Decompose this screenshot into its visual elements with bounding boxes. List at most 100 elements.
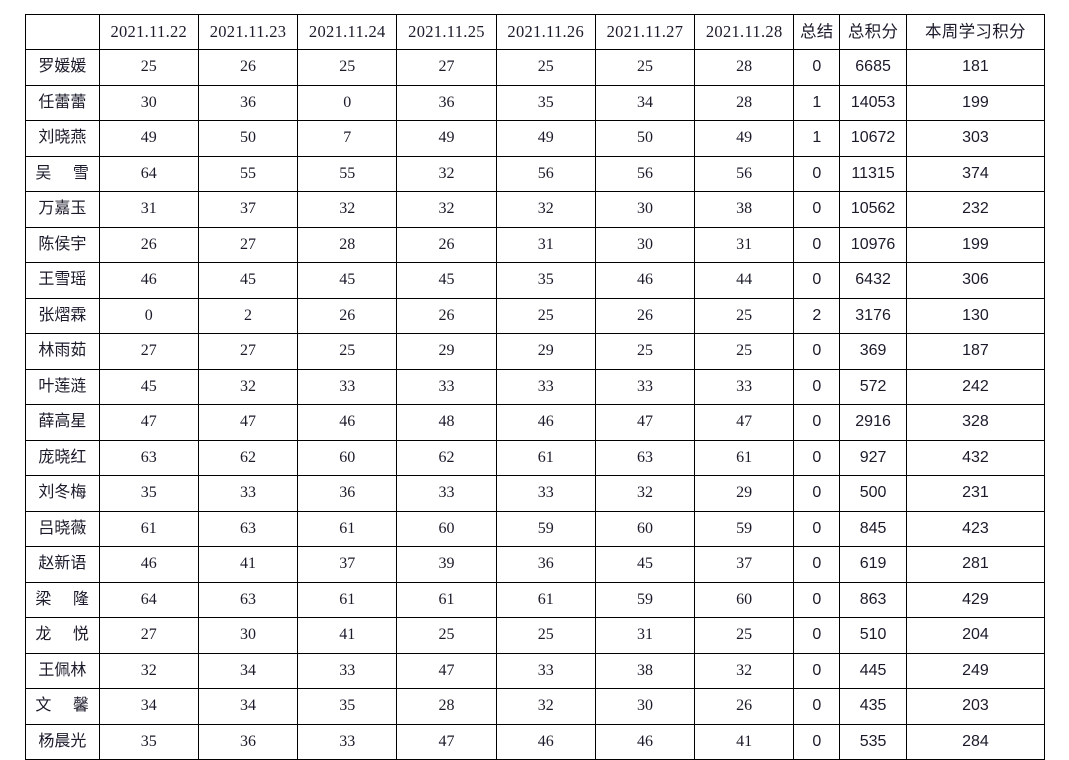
summary-cell: 1 xyxy=(793,84,841,121)
summary-cell: 2 xyxy=(793,297,841,334)
student-name-cell: 张熠霖 xyxy=(25,297,100,334)
daily-score-cell: 56 xyxy=(495,155,596,192)
student-name-cell: 龙悦 xyxy=(25,617,100,654)
header-cell-date-1: 2021.11.22 xyxy=(98,14,199,50)
week-points-cell: 249 xyxy=(905,652,1046,689)
daily-score-cell: 37 xyxy=(197,191,299,228)
student-name-cell: 文馨 xyxy=(25,688,100,725)
daily-score-cell: 32 xyxy=(694,652,795,689)
header-cell-date-5: 2021.11.26 xyxy=(495,14,596,50)
student-name-cell: 赵新语 xyxy=(25,546,100,583)
summary-cell: 1 xyxy=(793,120,841,157)
daily-score-cell: 25 xyxy=(694,333,795,370)
daily-score-cell: 49 xyxy=(98,120,199,157)
daily-score-cell: 59 xyxy=(594,581,696,618)
summary-cell: 0 xyxy=(793,155,841,192)
total-points-cell: 500 xyxy=(839,475,907,512)
header-cell-date-7: 2021.11.28 xyxy=(694,14,795,50)
total-points-cell: 3176 xyxy=(839,297,907,334)
summary-cell: 0 xyxy=(793,581,841,618)
daily-score-cell: 26 xyxy=(694,688,795,725)
daily-score-cell: 26 xyxy=(396,226,497,263)
student-name-cell: 罗媛媛 xyxy=(25,49,100,86)
week-points-cell: 328 xyxy=(905,404,1046,441)
daily-score-cell: 32 xyxy=(396,155,497,192)
student-name-label: 王佩林 xyxy=(38,661,87,679)
daily-score-cell: 50 xyxy=(594,120,696,157)
daily-score-cell: 27 xyxy=(197,226,299,263)
daily-score-cell: 45 xyxy=(594,546,696,583)
student-name-label: 赵新语 xyxy=(38,555,87,572)
student-name-label: 龙悦 xyxy=(35,626,90,643)
daily-score-cell: 37 xyxy=(297,546,398,583)
week-points-cell: 303 xyxy=(905,120,1046,157)
daily-score-cell: 61 xyxy=(694,439,795,476)
student-name-label: 任蕾蕾 xyxy=(38,93,87,111)
week-points-cell: 306 xyxy=(905,262,1046,299)
header-cell-date-6: 2021.11.27 xyxy=(594,14,696,50)
daily-score-cell: 31 xyxy=(694,226,795,263)
daily-score-cell: 27 xyxy=(197,333,299,370)
daily-score-cell: 29 xyxy=(694,475,795,512)
daily-score-cell: 27 xyxy=(98,333,199,370)
daily-score-cell: 60 xyxy=(297,439,398,476)
table-row: 文馨 34 34 35 28 32 30 26 0 435 203 xyxy=(25,688,1046,725)
table-row: 杨晨光 35 36 33 47 46 46 41 0 535 284 xyxy=(25,723,1046,760)
daily-score-cell: 33 xyxy=(297,368,398,405)
table-row: 张熠霖 0 2 26 26 25 26 25 2 3176 130 xyxy=(25,297,1046,334)
student-name-label: 文馨 xyxy=(35,697,90,714)
total-points-cell: 14053 xyxy=(839,84,907,121)
header-cell-total-points: 总积分 xyxy=(839,14,907,50)
daily-score-cell: 33 xyxy=(495,475,596,512)
total-points-cell: 6685 xyxy=(839,49,907,86)
daily-score-cell: 33 xyxy=(297,723,398,760)
daily-score-cell: 60 xyxy=(694,581,795,618)
student-name-cell: 吕晓薇 xyxy=(25,510,100,547)
total-points-cell: 445 xyxy=(839,652,907,689)
daily-score-cell: 35 xyxy=(495,84,596,121)
header-cell-week-points: 本周学习积分 xyxy=(905,14,1046,50)
daily-score-cell: 30 xyxy=(98,84,199,121)
daily-score-cell: 28 xyxy=(694,84,795,121)
total-points-cell: 572 xyxy=(839,368,907,405)
daily-score-cell: 25 xyxy=(495,297,596,334)
daily-score-cell: 31 xyxy=(98,191,199,228)
week-points-cell: 199 xyxy=(905,84,1046,121)
daily-score-cell: 25 xyxy=(495,617,596,654)
week-points-cell: 181 xyxy=(905,49,1046,86)
daily-score-cell: 26 xyxy=(396,297,497,334)
total-points-cell: 435 xyxy=(839,688,907,725)
daily-score-cell: 28 xyxy=(396,688,497,725)
daily-score-cell: 45 xyxy=(297,262,398,299)
student-name-label: 吴雪 xyxy=(35,164,90,182)
attendance-score-table: 2021.11.22 2021.11.23 2021.11.24 2021.11… xyxy=(25,14,1046,760)
daily-score-cell: 28 xyxy=(694,49,795,86)
summary-cell: 0 xyxy=(793,404,841,441)
student-name-cell: 陈侯宇 xyxy=(25,226,100,263)
daily-score-cell: 25 xyxy=(594,49,696,86)
student-name-label: 吕晓薇 xyxy=(38,519,87,537)
summary-cell: 0 xyxy=(793,688,841,725)
header-cell-date-2: 2021.11.23 xyxy=(197,14,299,50)
week-points-cell: 281 xyxy=(905,546,1046,583)
daily-score-cell: 29 xyxy=(495,333,596,370)
daily-score-cell: 59 xyxy=(495,510,596,547)
student-name-cell: 王佩林 xyxy=(25,652,100,689)
daily-score-cell: 47 xyxy=(197,404,299,441)
daily-score-cell: 47 xyxy=(396,652,497,689)
table-row: 庞晓红 63 62 60 62 61 63 61 0 927 432 xyxy=(25,439,1046,476)
table-row: 王佩林 32 34 33 47 33 38 32 0 445 249 xyxy=(25,652,1046,689)
student-name-cell: 万嘉玉 xyxy=(25,191,100,228)
daily-score-cell: 63 xyxy=(197,510,299,547)
daily-score-cell: 33 xyxy=(197,475,299,512)
daily-score-cell: 27 xyxy=(396,49,497,86)
student-name-cell: 刘冬梅 xyxy=(25,475,100,512)
daily-score-cell: 47 xyxy=(98,404,199,441)
daily-score-cell: 34 xyxy=(594,84,696,121)
daily-score-cell: 55 xyxy=(297,155,398,192)
table-row: 万嘉玉 31 37 32 32 32 30 38 0 10562 232 xyxy=(25,191,1046,228)
summary-cell: 0 xyxy=(793,510,841,547)
header-cell-name xyxy=(25,14,100,50)
daily-score-cell: 45 xyxy=(197,262,299,299)
daily-score-cell: 36 xyxy=(396,84,497,121)
